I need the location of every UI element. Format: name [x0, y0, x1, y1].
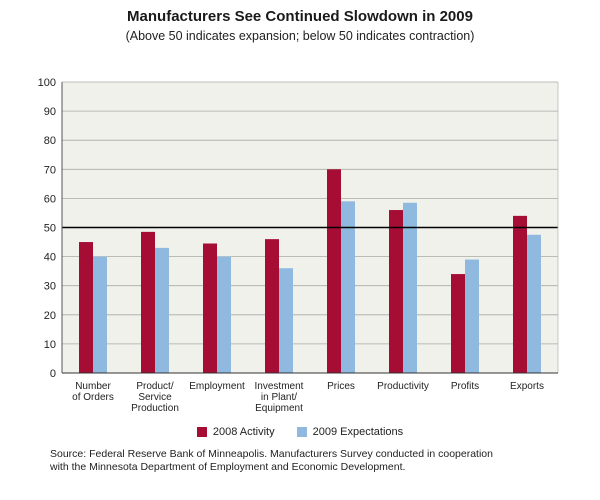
bar-2008-7 [513, 215, 527, 373]
x-tick-label-1: Product/Service Production [131, 381, 179, 414]
y-tick-label-60: 60 [44, 193, 56, 205]
bar-2008-3 [265, 239, 279, 373]
legend-label-2008-activity: 2008 Activity [212, 426, 275, 438]
source-note: Source: Federal Reserve Bank of Minneapo… [50, 448, 550, 474]
x-tick-label-3: Investment in Plant/Equipment [255, 381, 304, 414]
bar-2009-5 [403, 202, 417, 373]
bar-2009-1 [155, 247, 169, 373]
y-tick-label-0: 0 [50, 368, 56, 380]
x-tick-label-6: Profits [451, 381, 479, 392]
chart-title: Manufacturers See Continued Slowdown in … [127, 8, 473, 25]
bar-2008-1 [141, 231, 155, 373]
bar-2009-2 [217, 256, 231, 373]
y-tick-label-80: 80 [44, 135, 56, 147]
x-tick-label-4: Prices [327, 381, 355, 392]
y-tick-label-100: 100 [38, 77, 56, 89]
source-line-2: with the Minnesota Department of Employm… [50, 461, 406, 473]
y-tick-label-50: 50 [44, 223, 56, 235]
x-tick-label-7: Exports [510, 381, 544, 392]
bar-2009-0 [93, 256, 107, 373]
legend-label-2009-expectations: 2009 Expectations [312, 426, 404, 438]
bar-2008-6 [451, 274, 465, 373]
chart-legend: 2008 Activity 2009 Expectations [0, 426, 600, 438]
legend-swatch-2008-activity [196, 427, 207, 437]
y-tick-label-70: 70 [44, 164, 56, 176]
bar-2008-5 [389, 210, 403, 373]
bar-2009-7 [527, 234, 541, 373]
y-tick-label-10: 10 [44, 339, 56, 351]
y-tick-label-90: 90 [44, 106, 56, 118]
chart-subtitle: (Above 50 indicates expansion; below 50 … [125, 29, 475, 43]
source-line-1: Source: Federal Reserve Bank of Minneapo… [50, 448, 493, 460]
bar-2009-4 [341, 201, 355, 373]
y-tick-label-20: 20 [44, 310, 56, 322]
x-tick-label-5: Productivity [377, 381, 429, 392]
y-tick-label-30: 30 [44, 281, 56, 293]
x-tick-label-2: Employment [189, 381, 245, 392]
x-tick-label-0: Number of Orders [72, 381, 114, 403]
bar-2008-4 [327, 169, 341, 373]
bar-2008-0 [79, 242, 93, 373]
bar-2008-2 [203, 243, 217, 373]
bar-2009-3 [279, 268, 293, 373]
legend-item-2009-expectations: 2009 Expectations [296, 426, 404, 438]
legend-swatch-2009-expectations [296, 427, 307, 437]
y-tick-label-40: 40 [44, 252, 56, 264]
bar-2009-6 [465, 259, 479, 373]
legend-item-2008-activity: 2008 Activity [196, 426, 275, 438]
